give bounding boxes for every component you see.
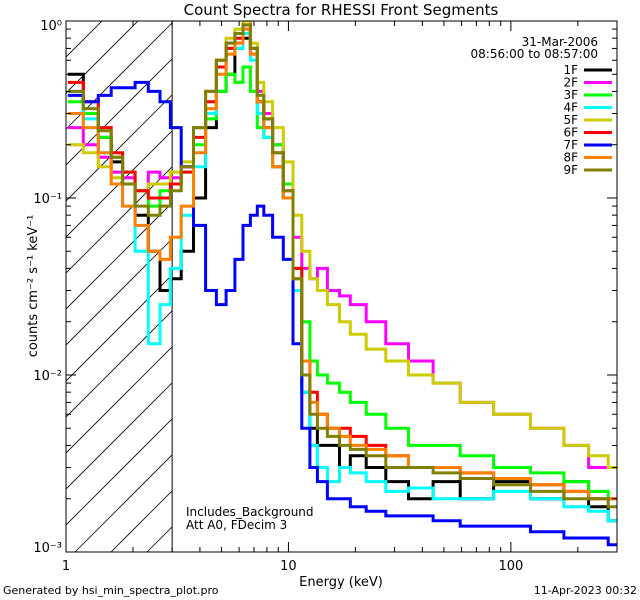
series-7F <box>67 80 617 547</box>
series-lines <box>67 21 617 547</box>
x-tick-label: 1 <box>62 559 70 574</box>
hatch-line <box>66 21 211 166</box>
y-axis-label: counts cm⁻² s⁻¹ keV⁻¹ <box>26 215 41 358</box>
legend-label-9F: 9F <box>563 163 578 177</box>
x-tick-label: 10 <box>280 559 297 574</box>
y-tick-label: 10⁻² <box>33 369 62 384</box>
legend-date: 31-Mar-2006 <box>522 35 598 49</box>
y-tick-label: 10⁰ <box>40 19 62 34</box>
legend-time-range: 08:56:00 to 08:57:00 <box>471 47 598 61</box>
footer-generated-by: Generated by hsi_min_spectra_plot.pro <box>3 584 219 597</box>
x-tick-label: 100 <box>498 559 523 574</box>
legend-label-8F: 8F <box>563 151 578 165</box>
chart-title: Count Spectra for RHESSI Front Segments <box>184 1 499 19</box>
plot-frame <box>65 20 618 553</box>
annotation-attenuator: Att A0, FDecim 3 <box>186 518 287 532</box>
footer-timestamp: 11-Apr-2023 00:32 <box>534 584 637 597</box>
x-axis-label: Energy (keV) <box>299 575 383 590</box>
axes: 1 10 100 10⁻³ 10⁻² 10⁻¹ 10⁰ <box>33 19 618 574</box>
annotation-background: Includes_Background <box>186 505 314 519</box>
legend-label-5F: 5F <box>563 113 578 127</box>
legend-label-4F: 4F <box>563 101 578 115</box>
legend-label-3F: 3F <box>563 88 578 102</box>
legend-label-7F: 7F <box>563 138 578 152</box>
legend-label-1F: 1F <box>563 63 578 77</box>
y-tick-label: 10⁻¹ <box>33 192 62 207</box>
legend-label-2F: 2F <box>563 76 578 90</box>
y-tick-label: 10⁻³ <box>33 541 62 556</box>
hatch-line <box>66 21 247 202</box>
hatch-mask <box>172 21 617 552</box>
legend-label-6F: 6F <box>563 126 578 140</box>
hatched-region <box>66 21 617 552</box>
series-9F <box>67 23 617 509</box>
